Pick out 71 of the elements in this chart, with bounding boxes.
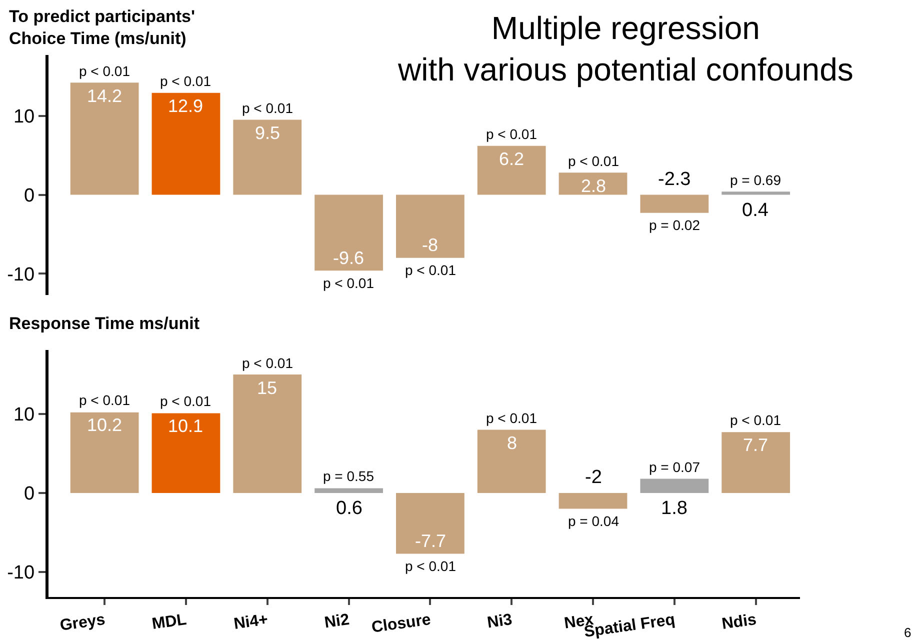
bar: [640, 194, 709, 213]
data-label: 0.4: [742, 200, 769, 221]
annotation: p < 0.01: [79, 392, 130, 408]
bar: [640, 478, 709, 493]
annotation: p = 0.02: [649, 217, 700, 233]
y-axis-title: Response Time ms/unit: [9, 314, 200, 333]
bar: [233, 120, 302, 195]
bar: [396, 194, 464, 258]
data-label: 12.9: [168, 96, 204, 116]
data-label: -8: [422, 235, 438, 255]
bar: [558, 172, 628, 195]
x-tick-label: Greys: [58, 611, 106, 635]
annotation: p < 0.01: [486, 410, 538, 426]
annotation: p < 0.01: [405, 262, 456, 278]
y-tick-label: 10: [13, 106, 35, 128]
x-tick-label: MDL: [150, 611, 188, 634]
data-label: 0.6: [336, 498, 362, 519]
data-label: -2.3: [658, 169, 691, 190]
bar: [314, 194, 383, 271]
x-tick-label: Ni2: [323, 611, 351, 632]
bar: [233, 374, 302, 493]
y-axis-title: To predict participants' Choice Time (ms/unit): [9, 7, 196, 48]
y-tick-label: 10: [13, 404, 35, 426]
annotation: p < 0.01: [486, 126, 538, 142]
y-tick-label: -10: [7, 562, 35, 584]
bar: [722, 432, 790, 493]
bar: [477, 430, 546, 493]
annotation: p < 0.01: [242, 100, 294, 116]
data-label: -7.7: [415, 531, 446, 551]
data-label: -9.6: [333, 248, 364, 268]
y-tick-label: 0: [24, 185, 35, 206]
annotation: p < 0.01: [160, 393, 212, 409]
bar: [152, 413, 220, 493]
data-label: 6.2: [499, 149, 524, 169]
annotation: p < 0.01: [730, 412, 782, 428]
data-label: 14.2: [87, 86, 122, 106]
bar: [314, 488, 383, 493]
annotation: p < 0.01: [323, 275, 374, 291]
data-label: 8: [507, 433, 518, 453]
data-label: 15: [257, 378, 278, 398]
data-label: 1.8: [661, 498, 688, 519]
chart-title: Multiple regression with various potential confounds: [397, 10, 854, 88]
y-tick-label: -10: [7, 264, 35, 286]
annotation: p < 0.01: [79, 63, 130, 79]
annotation: p = 0.55: [323, 468, 374, 484]
text: 6: [904, 625, 912, 640]
bar: [396, 492, 464, 554]
annotation: p = 0.07: [649, 459, 700, 475]
bar: [558, 492, 628, 509]
x-tick-label: Ndis: [720, 611, 758, 634]
bar: [722, 192, 790, 195]
annotation: p < 0.01: [160, 73, 212, 89]
y-tick-label: 0: [24, 484, 35, 505]
x-tick-label: Ni4+: [232, 611, 270, 633]
bar: [477, 146, 546, 195]
x-tick-label: Closure: [370, 611, 432, 636]
annotation: p < 0.01: [405, 558, 456, 574]
x-tick-label: Ni3: [486, 611, 514, 632]
bar: [70, 412, 139, 493]
data-label: 7.7: [743, 435, 768, 455]
data-label: -2: [585, 467, 602, 488]
annotation: p = 0.04: [568, 513, 620, 529]
annotation: p < 0.01: [568, 153, 620, 169]
data-label: 2.8: [581, 176, 606, 196]
annotation: p = 0.69: [730, 172, 782, 188]
data-label: 9.5: [255, 123, 280, 143]
annotation: p < 0.01: [242, 355, 294, 371]
data-label: 10.2: [87, 415, 122, 435]
bar: [70, 82, 139, 195]
data-label: 10.1: [168, 416, 204, 436]
bar: [152, 92, 220, 195]
